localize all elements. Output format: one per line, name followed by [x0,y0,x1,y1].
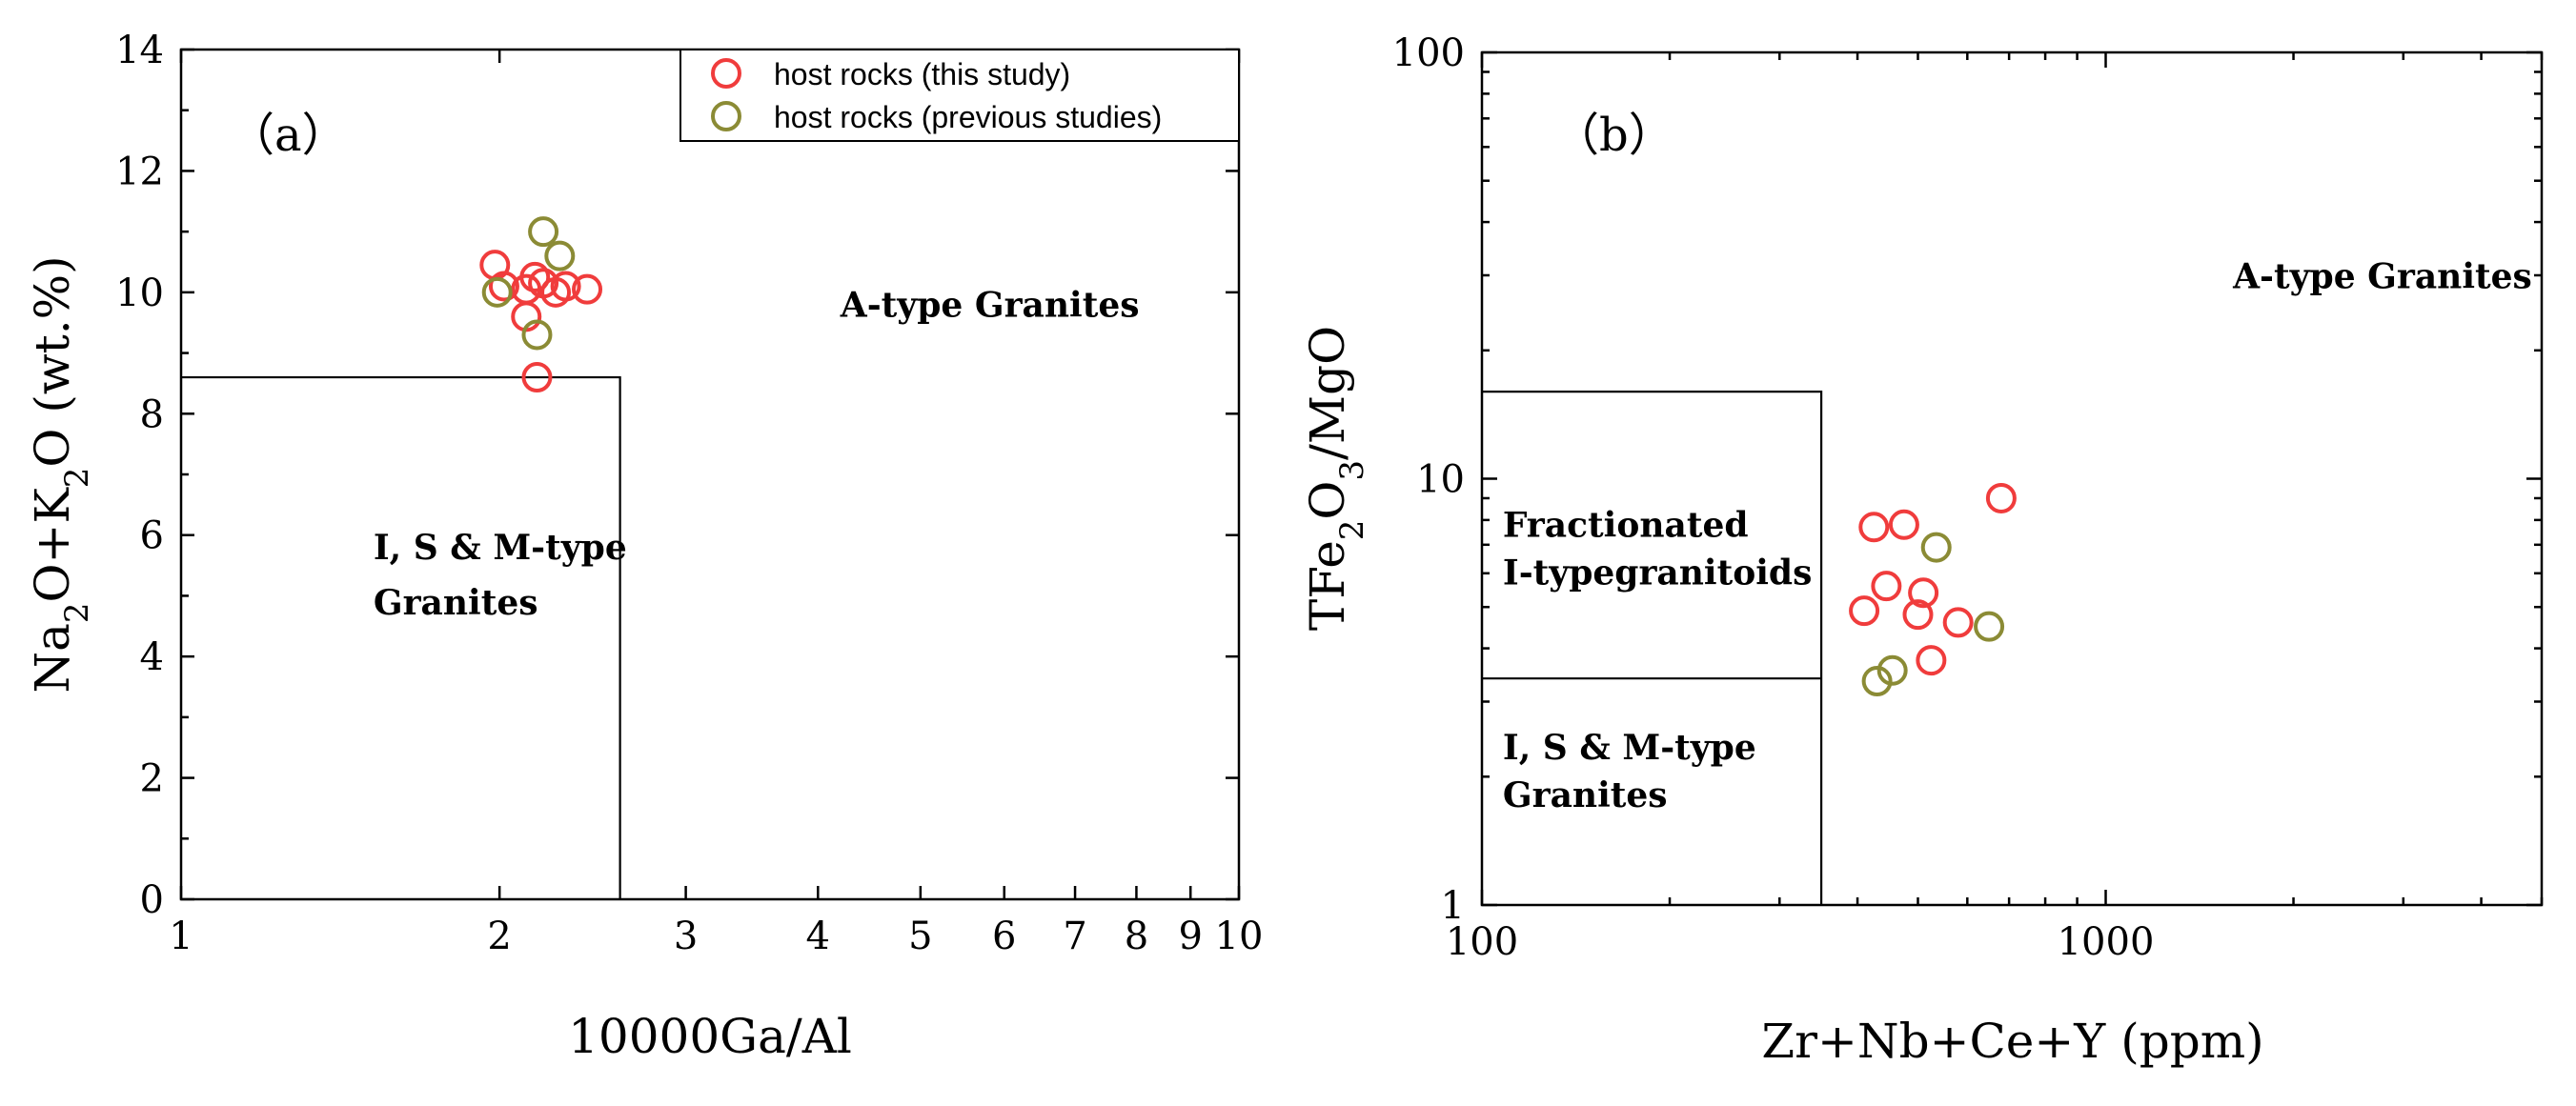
panel-b-y-tick-label: 100 [1392,31,1465,75]
panel-b-point-host-rocks-this-study [1871,571,1902,602]
panel-a-y-tick-label: 14 [115,29,164,72]
panel-b-point-host-rocks-previous-studies [1876,654,1908,686]
panel-a-points [479,216,603,393]
panel-a-point-host-rocks-this-study [572,273,603,305]
panel-a-y-tick-label: 2 [140,757,164,801]
legend-label-previous-studies: host rocks (previous studies) [774,100,1162,134]
panel-b-fractionated-field-boundary [1482,391,1823,905]
panel-b-point-host-rocks-this-study [1888,509,1919,540]
panel-b-point-host-rocks-this-study [1942,607,1974,638]
panel-a-y-tick-label: 0 [140,878,164,922]
panel-b-field-label-granites: Granites [1503,775,1668,815]
panel-a-point-host-rocks-previous-studies [544,240,576,271]
panel-b-y-tick-label: 10 [1416,458,1465,502]
panel-b-point-host-rocks-this-study [1908,577,1939,609]
panel-b-field-label-i-s-m-type: I, S & M-type [1503,728,1756,768]
panel-b-field-label-fractionated: Fractionated [1503,506,1749,546]
panel-b-point-host-rocks-this-study [1902,599,1934,631]
panel-a-x-tick-label: 2 [487,915,511,958]
panel-b-field-label-a-type-granites: A-type Granites [2232,256,2532,296]
panel-a-label: （a） [229,109,348,162]
panel-b-point-host-rocks-this-study [1849,595,1880,627]
panel-a-point-host-rocks-this-study [519,261,551,292]
panel-b-point-host-rocks-this-study [1858,512,1890,543]
panel-a-point-host-rocks-this-study [488,271,519,302]
panel-a-field-label-i-s-m-type: I, S & M-type [374,528,627,568]
panel-a-y-tick-label: 8 [140,392,164,436]
panel-a-y-tick-label: 4 [140,635,164,679]
panel-a-x-tick-label: 4 [806,915,830,958]
panel-b-x-axis-title: Zr+Nb+Ce+Y (ppm) [1761,1014,2263,1069]
panel-b-point-host-rocks-previous-studies [1920,532,1952,563]
panel-a-point-host-rocks-previous-studies [528,216,559,248]
panel-b-ticks: 100 1000 1 10 100 [1392,31,2544,964]
panel-a-y-axis-title: Na2O+K2O (wt.%) [25,255,96,693]
panel-a-y-tick-label: 12 [115,150,164,193]
panel-a-field-boundary [181,375,621,899]
panel-a-point-host-rocks-previous-studies [481,276,513,308]
legend: host rocks (this study) host rocks (prev… [679,49,1240,142]
panel-b-point-host-rocks-previous-studies [1861,666,1893,697]
panel-a-plot-frame [179,48,1241,901]
panel-a-x-tick-label: 1 [169,915,193,958]
legend-box [679,49,1240,142]
legend-marker-this-study [711,58,741,89]
panel-b-point-host-rocks-this-study [1916,645,1947,676]
panel-b-point-host-rocks-this-study [1985,482,2017,513]
panel-b-chart: 100 1000 1 10 100 （b） A-type Granites Fractio… [1300,31,2544,1069]
panel-a-x-tick-label: 10 [1215,915,1264,958]
panel-a-point-host-rocks-this-study [521,362,553,393]
panel-b-label: （b） [1553,109,1674,162]
panel-a-y-tick-label: 10 [115,271,164,315]
panel-a-point-host-rocks-this-study [550,271,581,302]
panel-a-field-label-granites: Granites [374,583,538,623]
panel-a-x-tick-label: 9 [1178,915,1202,958]
panel-a-x-tick-label: 8 [1125,915,1148,958]
legend-label-this-study: host rocks (this study) [774,57,1070,91]
panel-b-field-label-i-typegranitoids: I-typegranitoids [1503,553,1812,593]
panel-b-point-host-rocks-previous-studies [1974,611,2005,642]
panel-a-x-tick-label: 5 [908,915,932,958]
panel-b-y-axis-title: TFe2O3/MgO [1300,326,1371,631]
panel-b-x-tick-label: 100 [1446,920,1518,964]
panel-b-field-labels: A-type Granites Fractionated I-typegranito… [1503,256,2532,814]
panel-a-x-tick-label: 6 [992,915,1016,958]
panel-a-x-tick-label: 7 [1063,915,1086,958]
panel-a-field-label-a-type-granites: A-type Granites [840,285,1140,325]
panel-a-x-tick-label: 3 [674,915,698,958]
panel-b-x-tick-label: 1000 [2058,920,2155,964]
panel-b-y-tick-label: 1 [1441,884,1465,928]
panel-a-point-host-rocks-previous-studies [521,319,553,351]
panel-a-x-axis-title: 10000Ga/Al [568,1009,852,1064]
legend-marker-previous-studies [711,101,741,131]
panel-a-field-labels: A-type Granites I, S & M-type Granites [374,285,1140,623]
panel-a-y-tick-label: 6 [140,514,164,558]
panel-b-points [1849,482,2017,697]
